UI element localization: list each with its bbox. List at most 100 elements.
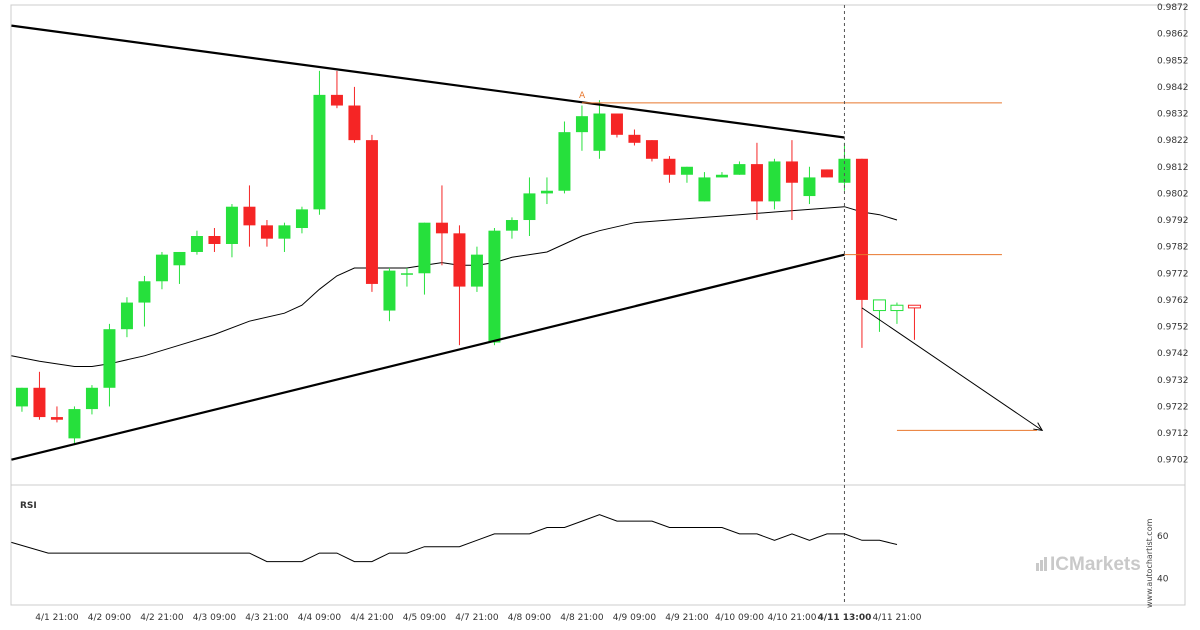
candle-body (33, 387, 46, 418)
candle-body (872, 299, 886, 312)
candle (540, 177, 553, 205)
candle-body (907, 304, 921, 309)
price-tick-label: 0.9822 (1157, 136, 1189, 146)
candle (225, 204, 238, 258)
time-tick-label: 4/10 09:00 (715, 613, 764, 623)
brand-icon (1036, 557, 1047, 571)
price-tick-label: 0.9702 (1157, 456, 1189, 466)
candle-body (85, 387, 98, 410)
candle (383, 267, 396, 322)
candle (558, 121, 571, 194)
candle (190, 230, 203, 255)
candle-body (890, 304, 904, 312)
candle-body (715, 174, 728, 178)
candle-body (68, 409, 81, 439)
candle-body (330, 94, 343, 106)
candle (85, 385, 98, 415)
time-tick-label: 4/1 21:00 (35, 613, 79, 623)
candle (785, 140, 798, 221)
rsi-tick-label: 40 (1157, 575, 1169, 585)
time-tick-label: 4/3 21:00 (245, 613, 289, 623)
price-tick-label: 0.9762 (1157, 296, 1189, 306)
brand-name: ICMarkets (1050, 554, 1141, 575)
candle-body (663, 158, 676, 175)
candle-body (278, 225, 291, 239)
time-tick-label: 4/2 21:00 (140, 613, 184, 623)
price-tick-label: 0.9812 (1157, 163, 1189, 173)
price-tick-label: 0.9792 (1157, 216, 1189, 226)
candle-body (120, 302, 133, 330)
candle-body (313, 94, 326, 210)
candle (365, 134, 378, 292)
time-tick-label: 4/11 21:00 (872, 613, 921, 623)
candle-body (173, 251, 186, 266)
candle-body (365, 140, 378, 284)
candle (663, 156, 676, 183)
rsi-tick-label: 60 (1157, 532, 1169, 542)
candle-body (138, 281, 151, 303)
candle-body (785, 161, 798, 183)
candle-body (838, 158, 851, 183)
candle (295, 206, 308, 234)
time-tick-label: 4/9 09:00 (613, 613, 657, 623)
candle (68, 406, 81, 444)
time-tick-label: 4/8 21:00 (560, 613, 604, 623)
watermark-url: www.autochartist.com (1145, 518, 1154, 608)
candle (715, 172, 728, 178)
candle-body (540, 190, 553, 194)
candle (173, 251, 186, 284)
candle-body (698, 177, 711, 202)
candle-body (15, 387, 28, 407)
candle (50, 406, 63, 423)
price-tick-label: 0.9832 (1157, 110, 1189, 120)
candle-body (628, 134, 641, 143)
candle-body (400, 273, 413, 275)
time-tick-label: 4/4 21:00 (350, 613, 394, 623)
candle-body (803, 177, 816, 197)
candle (610, 113, 623, 138)
candle-body (418, 222, 431, 274)
candle (120, 297, 133, 338)
candle (907, 304, 921, 340)
time-tick-label: 4/5 09:00 (403, 613, 447, 623)
price-tick-label: 0.9742 (1157, 349, 1189, 359)
candle-body (243, 206, 256, 226)
candle (453, 225, 466, 346)
candle (523, 177, 536, 236)
rsi-panel: 60 40 (11, 514, 1169, 585)
candle (680, 166, 693, 183)
candle-body (575, 116, 588, 133)
candle (820, 169, 833, 178)
candle-body (155, 254, 168, 282)
candle (803, 166, 816, 205)
candle-body (435, 222, 448, 234)
candle-body (820, 169, 833, 178)
candle-body (610, 113, 623, 135)
price-axis: 0.9872 0.9862 0.9852 0.9842 0.9832 0.9822 0.98… (1157, 3, 1189, 466)
candle-body (768, 161, 781, 202)
candle (435, 185, 448, 266)
candle (470, 246, 483, 292)
time-tick-label: 4/4 09:00 (298, 613, 342, 623)
candle-body (295, 209, 308, 229)
candle (698, 172, 711, 202)
time-tick-label: 4/2 09:00 (88, 613, 132, 623)
candle (418, 222, 431, 295)
time-tick-label: 4/10 21:00 (767, 613, 816, 623)
candle-body (348, 105, 361, 141)
candle (103, 323, 116, 407)
candle (33, 371, 46, 420)
candle (330, 70, 343, 109)
candle (348, 86, 361, 143)
price-tick-label: 0.9852 (1157, 56, 1189, 66)
candle (15, 387, 28, 412)
candle (313, 70, 326, 215)
brand-logo: ICMarkets (1036, 554, 1141, 575)
pattern-point-label: A (579, 91, 586, 101)
price-tick-label: 0.9862 (1157, 30, 1189, 40)
candle-body (645, 140, 658, 159)
price-tick-label: 0.9802 (1157, 189, 1189, 199)
price-tick-label: 0.9842 (1157, 83, 1189, 93)
resistance-trendline (11, 24, 845, 139)
